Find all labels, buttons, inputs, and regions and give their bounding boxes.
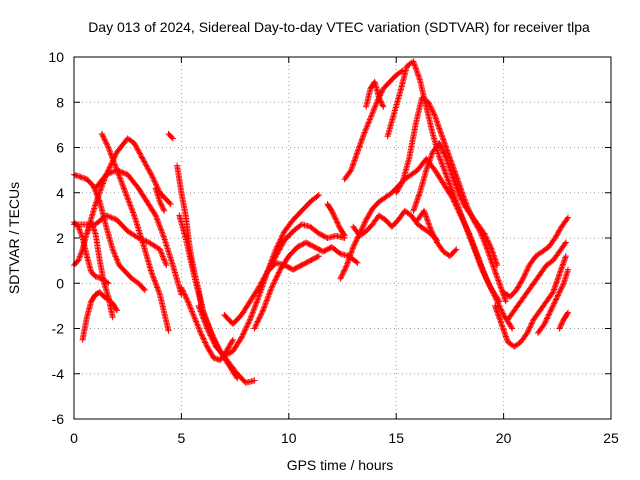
- data-point-markers: [500, 214, 572, 300]
- data-point-markers: [324, 201, 348, 239]
- series-arc-28: [500, 214, 572, 300]
- data-point-markers: [264, 253, 322, 275]
- y-tick-label: -6: [52, 411, 65, 427]
- data-point-markers: [410, 140, 501, 269]
- series-arc-31: [556, 309, 572, 332]
- series-arc-21: [341, 67, 406, 183]
- series-arc-13: [178, 284, 236, 364]
- series-arc-30: [535, 266, 572, 336]
- y-tick-label: -4: [52, 366, 65, 382]
- data-point-markers: [165, 130, 176, 142]
- data-point-markers: [152, 185, 168, 214]
- data-point-markers: [556, 309, 572, 332]
- y-tick-label: 4: [56, 185, 64, 201]
- x-tick-label: 15: [388, 430, 404, 446]
- series-arc-8: [152, 185, 168, 214]
- data-point-markers: [92, 167, 185, 298]
- y-tick-label: -2: [52, 321, 65, 337]
- data-point-markers: [414, 207, 460, 260]
- series-arc-26: [414, 207, 460, 260]
- series-arc-22: [363, 78, 387, 110]
- y-axis-label: SDTVAR / TECUs: [6, 182, 22, 294]
- y-tick-label: 2: [56, 230, 64, 246]
- x-axis-label: GPS time / hours: [287, 457, 394, 473]
- series-arc-27: [492, 253, 569, 350]
- x-tick-label: 20: [496, 430, 512, 446]
- data-point-markers: [535, 266, 572, 336]
- y-tick-label: 6: [56, 140, 64, 156]
- series-arc-17: [264, 253, 322, 275]
- data-point-markers: [79, 289, 120, 343]
- series-arc-10: [92, 167, 185, 298]
- data-point-markers: [504, 239, 569, 323]
- series-arc-23: [384, 58, 503, 305]
- series-arc-29: [504, 239, 569, 323]
- axis-ticks: 0 5 10 15 20 25 -6 -4 -2 0 2 4 6 8 10: [48, 49, 619, 446]
- data-point-markers: [363, 78, 387, 110]
- x-tick-label: 0: [70, 430, 78, 446]
- y-tick-label: 0: [56, 275, 64, 291]
- data-point-markers: [384, 58, 503, 305]
- series-arc-18: [324, 201, 348, 239]
- data-point-markers: [341, 67, 406, 183]
- series-arc-9: [165, 130, 176, 142]
- y-tick-label: 10: [48, 49, 64, 65]
- x-tick-label: 10: [281, 430, 297, 446]
- x-tick-label: 25: [603, 430, 619, 446]
- data-point-markers: [492, 253, 569, 350]
- y-tick-label: 8: [56, 94, 64, 110]
- data-point-markers: [178, 284, 236, 364]
- x-tick-label: 5: [178, 430, 186, 446]
- chart-title: Day 013 of 2024, Sidereal Day-to-day VTE…: [88, 19, 590, 35]
- series-arc-3: [79, 289, 120, 343]
- series-arc-25: [410, 140, 501, 269]
